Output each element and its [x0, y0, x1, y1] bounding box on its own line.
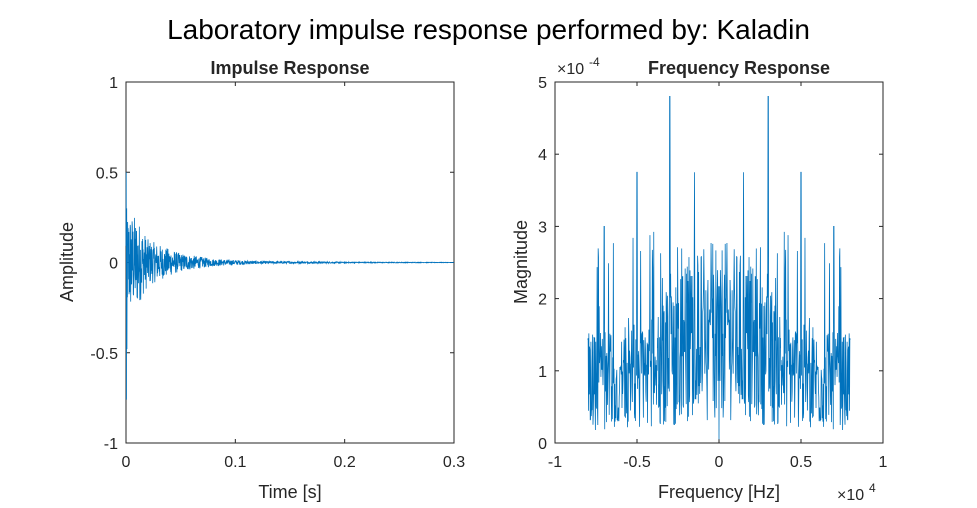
frequency-y-tick-label: 5 — [538, 75, 547, 92]
frequency-series-line — [587, 96, 851, 440]
frequency-x-multiplier: ×10 4 — [837, 481, 876, 504]
impulse-x-label: Time [s] — [258, 482, 321, 502]
impulse-y-tick-label: -0.5 — [90, 346, 118, 363]
impulse-y-tick-label: 0 — [109, 256, 118, 273]
impulse-y-tick-label: 1 — [109, 75, 118, 92]
frequency-x-tick-label: 1 — [879, 454, 888, 471]
impulse-chart-title: Impulse Response — [210, 58, 369, 78]
frequency-y-tick-label: 1 — [538, 364, 547, 381]
impulse-x-tick-label: 0.1 — [224, 454, 246, 471]
frequency-y-tick-label: 3 — [538, 219, 547, 236]
frequency-x-tick-label: 0.5 — [790, 454, 812, 471]
svg-text:×10: ×10 — [557, 61, 584, 78]
frequency-y-multiplier: ×10 -4 — [557, 55, 600, 78]
frequency-x-tick-label: -0.5 — [623, 454, 651, 471]
frequency-response-axes: Frequency Response Frequency [Hz] Magnit… — [511, 55, 888, 504]
impulse-y-tick-label: -1 — [104, 436, 118, 453]
figure-title: Laboratory impulse response performed by… — [167, 14, 810, 45]
frequency-chart-title: Frequency Response — [648, 58, 830, 78]
frequency-y-tick-label: 0 — [538, 436, 547, 453]
frequency-x-label: Frequency [Hz] — [658, 482, 780, 502]
svg-text:×10: ×10 — [837, 487, 864, 504]
frequency-y-tick-label: 4 — [538, 147, 547, 164]
impulse-series-line — [125, 172, 454, 400]
svg-text:4: 4 — [869, 481, 876, 495]
frequency-x-tick-label: -1 — [548, 454, 562, 471]
svg-text:-4: -4 — [589, 55, 600, 69]
impulse-response-axes: Impulse Response Time [s] Amplitude 0 0.1… — [57, 58, 465, 502]
impulse-x-tick-label: 0 — [122, 454, 131, 471]
frequency-y-tick-label: 2 — [538, 292, 547, 309]
impulse-x-tick-label: 0.2 — [334, 454, 356, 471]
impulse-y-tick-label: 0.5 — [96, 165, 118, 182]
impulse-x-tick-label: 0.3 — [443, 454, 465, 471]
impulse-y-label: Amplitude — [57, 222, 77, 302]
frequency-y-label: Magnitude — [511, 220, 531, 304]
frequency-x-tick-label: 0 — [715, 454, 724, 471]
